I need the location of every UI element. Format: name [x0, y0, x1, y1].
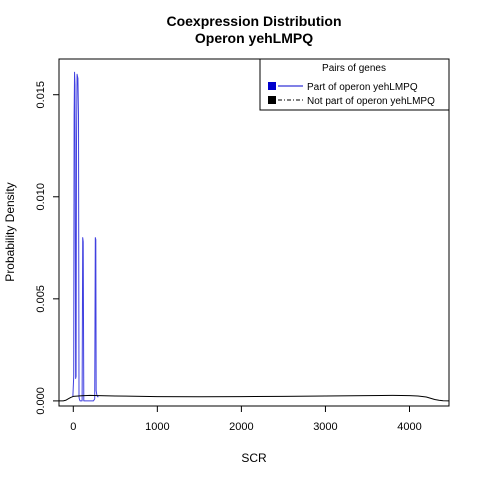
- legend-label-not-part-of-operon: Not part of operon yehLMPQ: [307, 96, 435, 107]
- plot-frame: [58, 58, 450, 407]
- chart-subtitle: Operon yehLMPQ: [195, 30, 313, 46]
- y-tick-label: 0.015: [35, 81, 47, 109]
- chart-title: Coexpression Distribution: [166, 13, 341, 29]
- y-tick-label: 0.005: [35, 285, 47, 313]
- legend-swatch-part-of-operon: [268, 82, 276, 90]
- x-tick-label: 4000: [397, 421, 421, 433]
- x-tick-label: 0: [70, 421, 76, 433]
- x-tick-label: 3000: [313, 421, 337, 433]
- y-axis: 0.000 0.005 0.010 0.015: [35, 81, 59, 415]
- y-axis-label: Probability Density: [3, 182, 17, 281]
- x-axis-label: SCR: [241, 451, 267, 465]
- legend-label-part-of-operon: Part of operon yehLMPQ: [307, 82, 418, 93]
- series-line-part-of-operon: [72, 71, 99, 402]
- series-line-not-part-of-operon: [59, 394, 449, 402]
- x-tick-label: 1000: [145, 421, 169, 433]
- series-layer: [59, 71, 449, 402]
- y-tick-label: 0.000: [35, 387, 47, 415]
- legend-title: Pairs of genes: [322, 63, 386, 74]
- x-axis: 0 1000 2000 3000 4000: [70, 406, 422, 433]
- legend: Pairs of genes Part of operon yehLMPQ No…: [259, 58, 450, 111]
- y-tick-label: 0.010: [35, 183, 47, 211]
- x-tick-label: 2000: [229, 421, 253, 433]
- legend-swatch-not-part-of-operon: [268, 96, 276, 104]
- legend-box: [259, 58, 450, 111]
